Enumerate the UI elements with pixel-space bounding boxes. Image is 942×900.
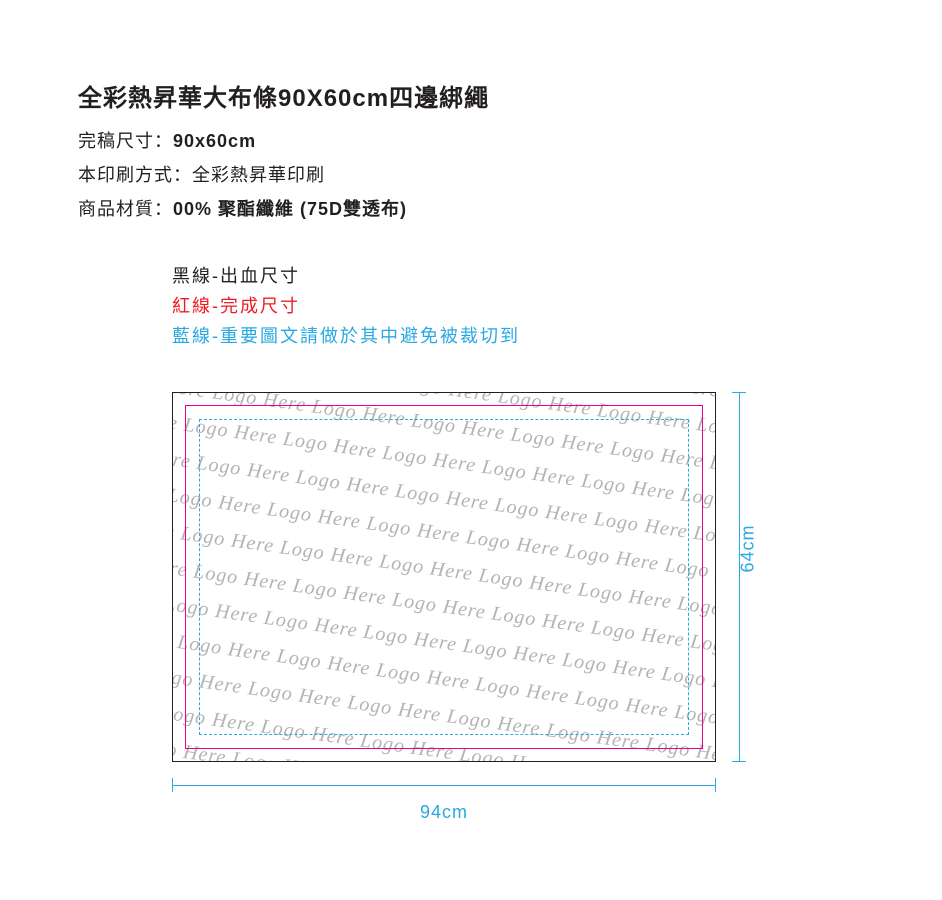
height-bracket bbox=[732, 392, 746, 762]
bracket-line bbox=[172, 785, 716, 786]
width-label: 94cm bbox=[172, 802, 716, 823]
spec3-value: 00% 聚酯纖維 (75D雙透布) bbox=[173, 199, 407, 219]
template-diagram: Logo Here Logo Here Logo Here Logo Here … bbox=[172, 392, 772, 842]
legend-blue: 藍線-重要圖文請做於其中避免被裁切到 bbox=[172, 322, 520, 348]
bracket-line bbox=[739, 392, 740, 762]
spec-print-method: 本印刷方式：全彩熱昇華印刷 bbox=[78, 161, 858, 187]
height-label: 64cm bbox=[738, 524, 759, 572]
bleed-box: Logo Here Logo Here Logo Here Logo Here … bbox=[172, 392, 716, 762]
spec3-label: 商品材質： bbox=[78, 199, 173, 219]
width-bracket bbox=[172, 778, 716, 792]
spec1-label: 完稿尺寸： bbox=[78, 131, 173, 151]
bracket-tick bbox=[715, 778, 716, 792]
header: 全彩熱昇華大布條90X60cm四邊綁繩 完稿尺寸：90x60cm 本印刷方式：全… bbox=[78, 78, 858, 229]
legend: 黑線-出血尺寸 紅線-完成尺寸 藍線-重要圖文請做於其中避免被裁切到 bbox=[172, 262, 520, 352]
logo-here-pattern: Logo Here Logo Here Logo Here Logo Here … bbox=[172, 392, 716, 762]
bracket-tick bbox=[732, 761, 746, 762]
legend-black: 黑線-出血尺寸 bbox=[172, 262, 520, 288]
spec1-value: 90x60cm bbox=[173, 131, 256, 151]
legend-red: 紅線-完成尺寸 bbox=[172, 292, 520, 318]
spec-material: 商品材質：00% 聚酯纖維 (75D雙透布) bbox=[78, 195, 858, 221]
page-title: 全彩熱昇華大布條90X60cm四邊綁繩 bbox=[78, 78, 858, 113]
spec-finish-size: 完稿尺寸：90x60cm bbox=[78, 127, 858, 153]
